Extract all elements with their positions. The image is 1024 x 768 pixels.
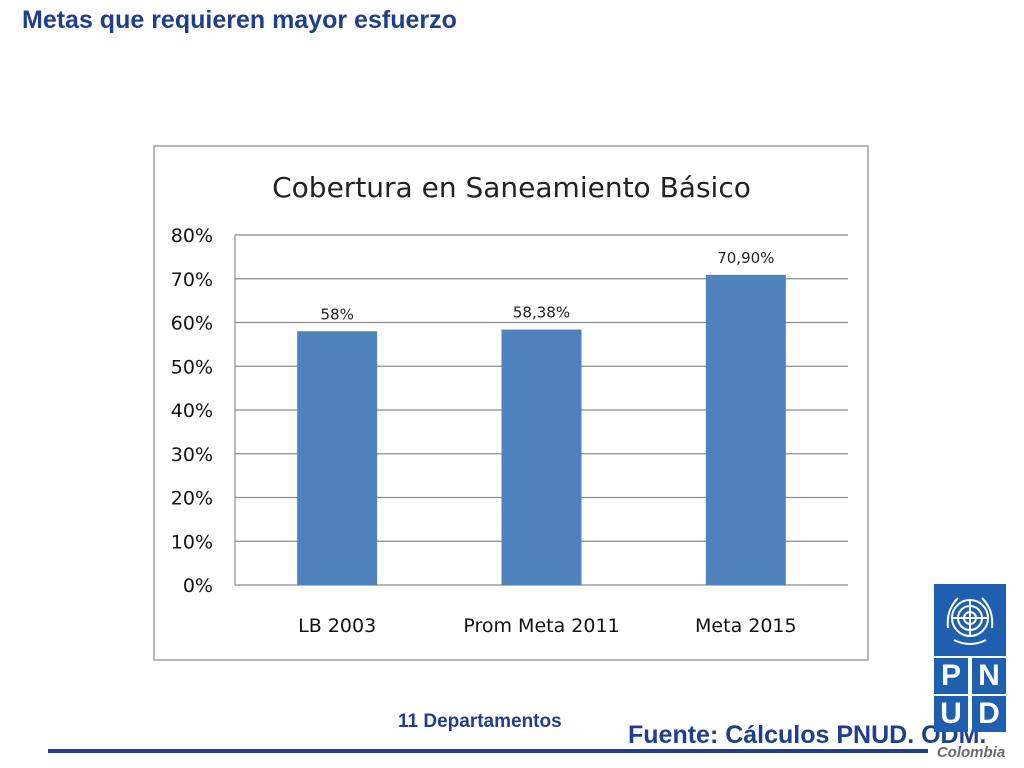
y-tick-label: 50% <box>171 356 213 378</box>
logo-letter-n: N <box>972 661 1006 691</box>
data-label: 58,38% <box>513 304 570 322</box>
chart-title: Cobertura en Saneamiento Básico <box>272 171 751 204</box>
un-emblem-block <box>934 584 1006 656</box>
y-tick-label: 80% <box>171 225 213 247</box>
logo-letter-d: D <box>972 699 1006 729</box>
y-tick-label: 0% <box>183 575 213 597</box>
pnud-logo: P N U D Colombia <box>934 584 1006 762</box>
x-tick-label: Prom Meta 2011 <box>463 615 619 637</box>
y-tick-label: 60% <box>171 313 213 335</box>
x-tick-label: Meta 2015 <box>695 615 797 637</box>
y-tick-label: 70% <box>171 269 213 291</box>
bar <box>502 330 582 585</box>
logo-country: Colombia <box>926 744 1016 761</box>
y-tick-label: 40% <box>171 400 213 422</box>
slide-title: Metas que requieren mayor esfuerzo <box>22 6 457 35</box>
bar <box>706 275 786 585</box>
bar <box>297 331 377 585</box>
data-label: 70,90% <box>717 249 774 267</box>
y-tick-label: 20% <box>171 488 213 510</box>
chart-frame: Cobertura en Saneamiento Básico 0% 10% 20% 3… <box>153 145 869 661</box>
y-tick-label: 10% <box>171 531 213 553</box>
x-tick-label: LB 2003 <box>298 615 376 637</box>
data-label: 58% <box>320 305 353 323</box>
bottom-rule <box>48 749 928 753</box>
un-emblem-icon <box>934 584 1006 656</box>
bar-chart: Cobertura en Saneamiento Básico 0% 10% 20% 3… <box>155 147 867 659</box>
logo-letter-p: P <box>934 661 968 691</box>
y-tick-label: 30% <box>171 444 213 466</box>
slide-subtitle: 11 Departamentos <box>398 711 562 733</box>
logo-letter-u: U <box>934 699 968 729</box>
